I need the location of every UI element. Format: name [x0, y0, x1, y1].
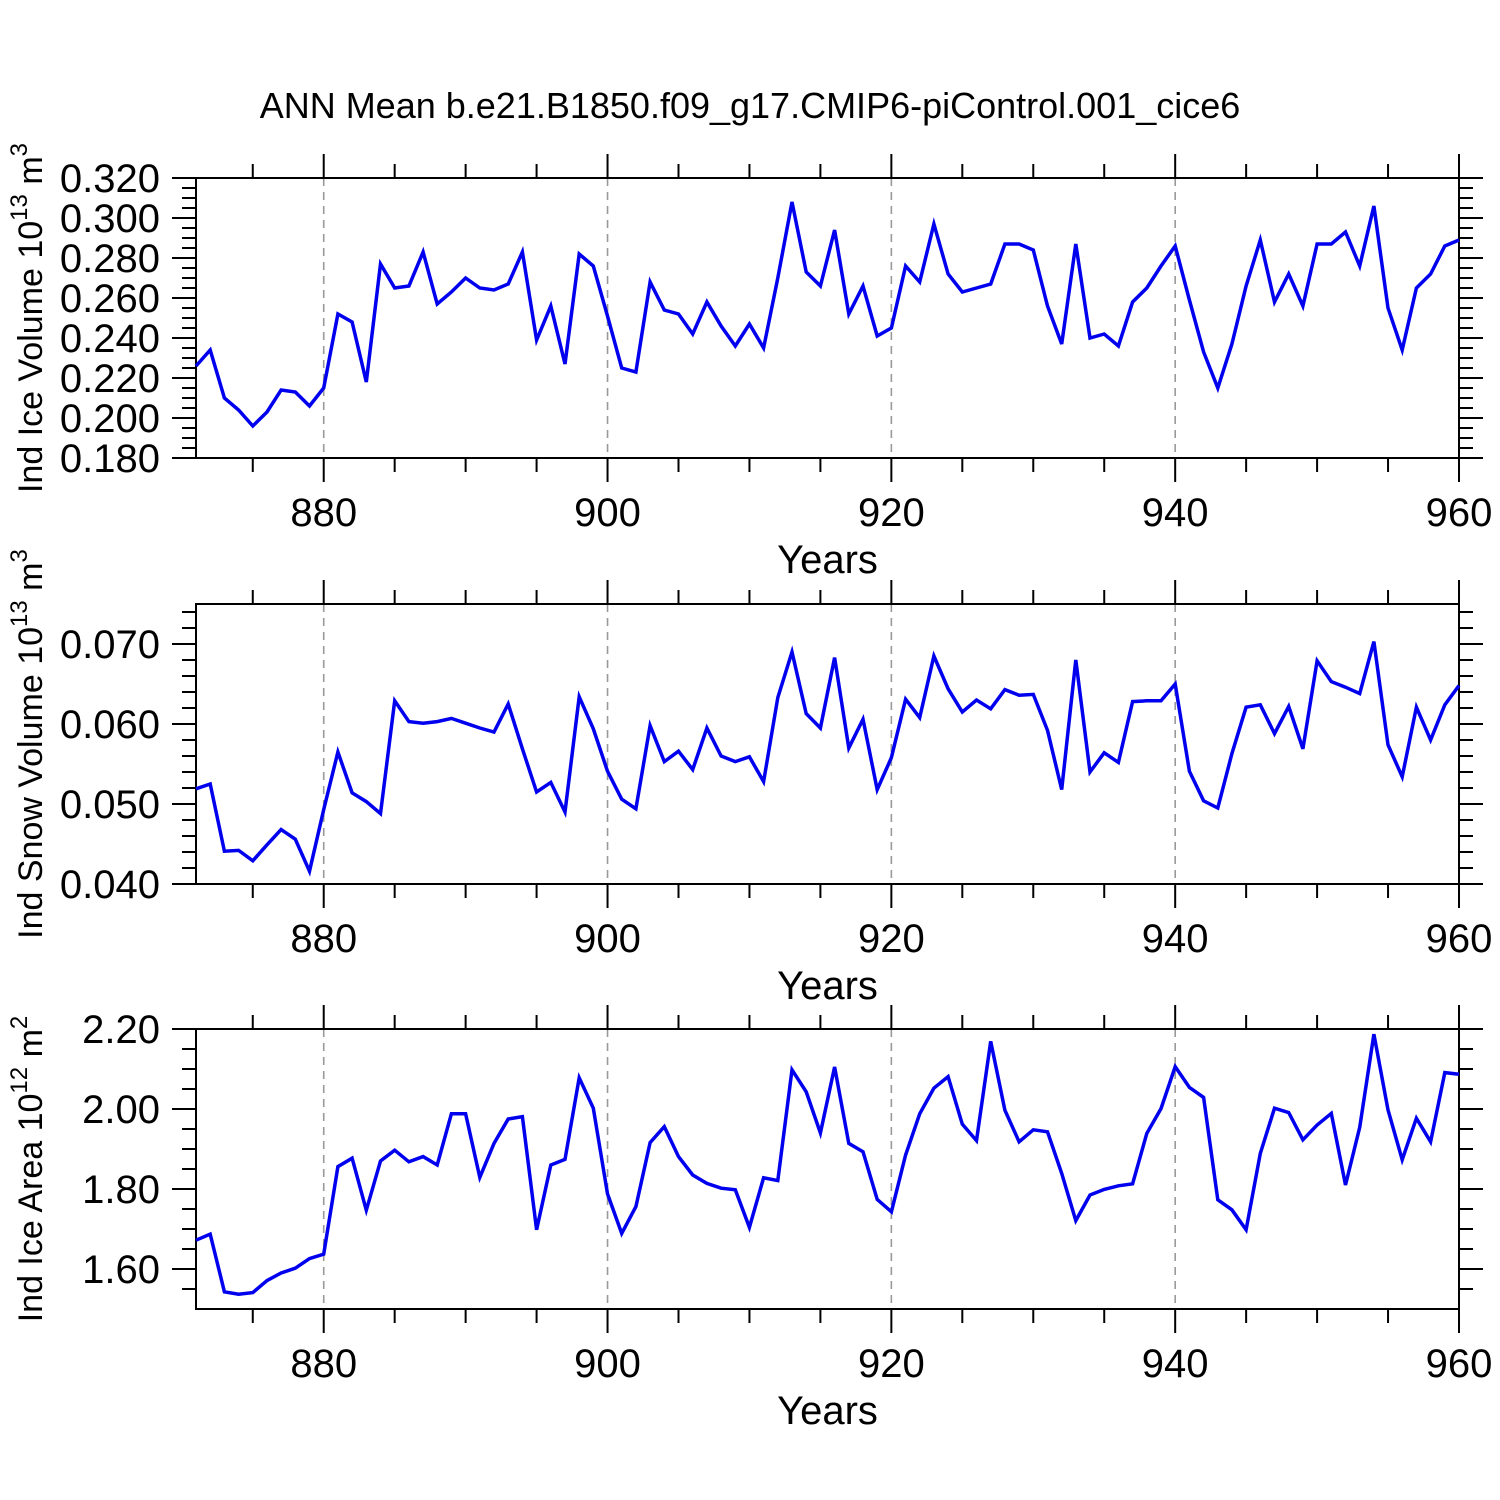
- y-tick-label: 0.200: [60, 397, 160, 441]
- y-tick-label: 2.20: [82, 1008, 160, 1052]
- chart-panel-3: 880 900 920 940 960 1.60 1.80 2.00 2.20 Years Ind …: [6, 1005, 1492, 1433]
- x-gridlines: [322, 1029, 1176, 1309]
- plot-box: [195, 603, 1460, 885]
- x-tick-label: 940: [1142, 917, 1209, 961]
- y-axis-title: Ind Ice Volume 1013 m3: [6, 143, 50, 493]
- y-tick-label: 0.320: [60, 157, 160, 201]
- axis-labels: 880 900 920 940 960 0.040 0.050 0.060 0.070: [60, 623, 1492, 961]
- y-tick-label: 0.070: [60, 623, 160, 667]
- x-tick-label: 920: [858, 1342, 925, 1386]
- y-tick-label: 0.040: [60, 863, 160, 907]
- y-tick-label: 0.300: [60, 197, 160, 241]
- x-gridlines: [322, 178, 1176, 458]
- x-tick-label: 940: [1142, 491, 1209, 535]
- x-axis-title: Years: [777, 1389, 878, 1433]
- x-tick-label: 900: [574, 491, 641, 535]
- x-tick-label: 960: [1426, 491, 1493, 535]
- y-tick-label: 0.060: [60, 703, 160, 747]
- plot-box: [195, 1028, 1460, 1310]
- axis-labels: 880 900 920 940 960 1.60 1.80 2.00 2.20: [82, 1008, 1492, 1386]
- figure-title: ANN Mean b.e21.B1850.f09_g17.CMIP6-piCon…: [259, 85, 1241, 126]
- y-tick-label: 0.050: [60, 783, 160, 827]
- x-tick-label: 920: [858, 491, 925, 535]
- plot-box: [195, 177, 1460, 459]
- x-gridlines: [322, 604, 1176, 884]
- y-tick-label: 1.60: [82, 1248, 160, 1292]
- y-tick-label: 0.240: [60, 317, 160, 361]
- chart-panel-2: 880 900 920 940 960 0.040 0.050 0.060 0.070 Years…: [6, 549, 1492, 1008]
- x-tick-label: 920: [858, 917, 925, 961]
- x-tick-label: 900: [574, 917, 641, 961]
- x-axis-title: Years: [777, 538, 878, 582]
- x-tick-label: 880: [290, 1342, 357, 1386]
- data-line-series: [195, 641, 1461, 877]
- x-tick-label: 960: [1426, 1342, 1493, 1386]
- y-tick-label: 2.00: [82, 1088, 160, 1132]
- x-tick-label: 880: [290, 917, 357, 961]
- axis-ticks: [172, 580, 1483, 908]
- x-tick-label: 880: [290, 491, 357, 535]
- y-axis-title: Ind Ice Area 1012 m2: [6, 1016, 50, 1323]
- y-axis-title: Ind Snow Volume 1013 m3: [6, 549, 50, 939]
- y-tick-label: 0.260: [60, 277, 160, 321]
- y-tick-label: 1.80: [82, 1168, 160, 1212]
- axis-ticks: [172, 1005, 1483, 1333]
- x-axis-title: Years: [777, 964, 878, 1008]
- data-line-series: [194, 201, 1460, 429]
- y-tick-label: 0.220: [60, 357, 160, 401]
- chart-panel-1: 880 900 920 940 960 0.1800.2000.2200.2400.260…: [6, 143, 1492, 582]
- axis-ticks: [172, 154, 1483, 482]
- axis-labels: 880 900 920 940 960 0.1800.2000.2200.2400.260…: [60, 157, 1492, 535]
- y-tick-label: 0.280: [60, 237, 160, 281]
- x-tick-label: 960: [1426, 917, 1493, 961]
- x-tick-label: 940: [1142, 1342, 1209, 1386]
- data-line-series: [195, 1033, 1460, 1296]
- x-tick-label: 900: [574, 1342, 641, 1386]
- y-tick-label: 0.180: [60, 437, 160, 481]
